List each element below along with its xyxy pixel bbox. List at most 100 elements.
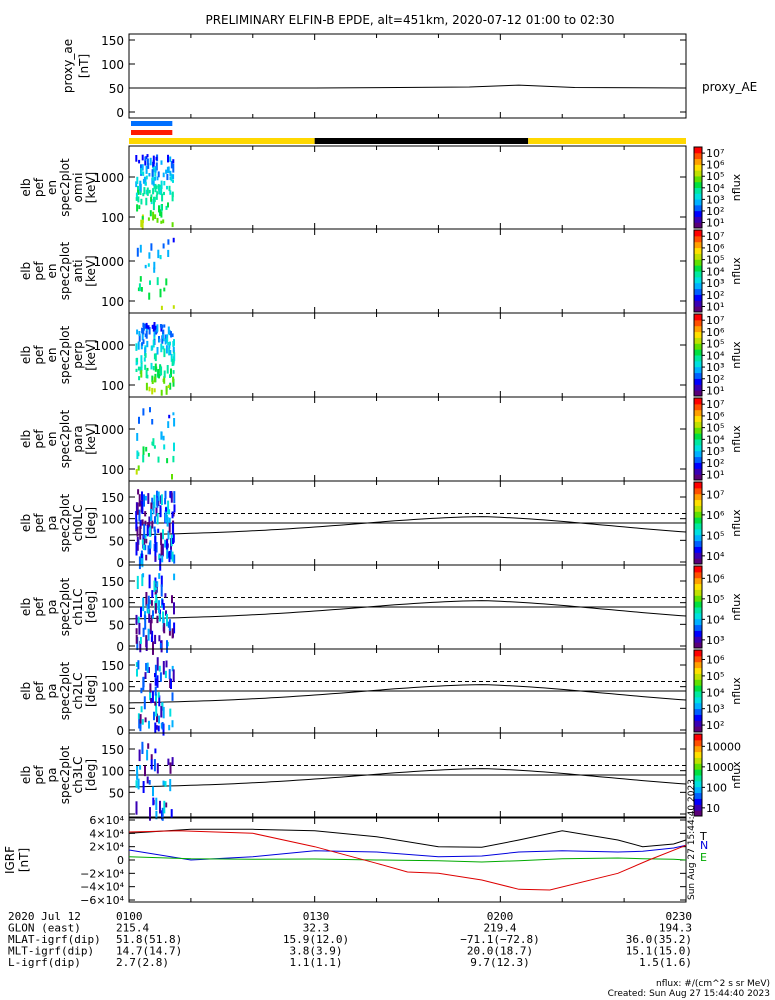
spec-pixel — [156, 324, 159, 332]
colorbar-tick-label: 10⁴ — [706, 550, 725, 563]
spec-ylabel: elb — [19, 262, 33, 280]
spec-pixel — [149, 157, 152, 166]
spec-pixel — [151, 380, 154, 384]
spec-pixel — [159, 505, 162, 518]
spec-pixel — [136, 204, 139, 212]
colorbar-tick-label: 10⁴ — [706, 349, 725, 362]
spec-pixel — [152, 188, 155, 195]
spec-pixel — [144, 159, 147, 166]
spec-pixel — [153, 759, 156, 772]
spec-pixel — [172, 346, 175, 352]
colorbar-band — [694, 384, 702, 391]
spec-pixel — [162, 529, 164, 540]
spec-pixel — [164, 593, 167, 598]
colorbar-band — [694, 595, 702, 602]
spec-pixel — [170, 353, 173, 362]
spec-pixel — [172, 159, 175, 164]
spec-pixel — [147, 595, 150, 609]
proxy-ae-yticks: 0 50 100 150 — [101, 34, 687, 120]
spec-pixel — [171, 595, 173, 604]
colorbar-tick-label: 10⁶ — [706, 410, 725, 423]
spec-pixel — [161, 555, 164, 563]
colorbar-tick-label: 10¹ — [706, 300, 724, 313]
spec-pixel — [144, 495, 147, 501]
spec-pixel — [169, 350, 172, 356]
spec-pixel — [143, 494, 145, 507]
spec-pixel — [147, 493, 150, 504]
xtable-cell: 2.7(2.8) — [116, 956, 169, 969]
colorbar-band — [694, 439, 702, 446]
spec-pixel — [142, 627, 145, 637]
spec-pixel — [172, 538, 174, 544]
spec-pixel — [150, 502, 153, 511]
colorbar-band — [694, 769, 702, 776]
spec-pixel — [155, 797, 158, 811]
colorbar-band — [694, 577, 702, 585]
spec-pixel — [153, 445, 156, 449]
spec-pixel — [141, 501, 144, 514]
spec-ylabel: [deg] — [84, 507, 98, 539]
spec-pixel — [140, 607, 142, 618]
spec-pixel — [142, 324, 145, 331]
spec-pixel — [167, 421, 170, 428]
spec-pixel — [168, 347, 171, 356]
colorbar-band — [694, 650, 702, 657]
spec-pixel — [167, 384, 170, 388]
spec-pixel — [151, 375, 154, 383]
spec-pixel — [148, 780, 151, 785]
xtable-cell: 20.0(18.7) — [467, 945, 533, 958]
loss-cone-curve — [128, 600, 687, 620]
spec-pixel — [158, 635, 161, 642]
spec-pixel — [146, 749, 149, 761]
spec-pixel — [155, 707, 158, 717]
spec-pixel — [160, 220, 163, 224]
spec-pixel — [153, 261, 156, 269]
spec-pixel — [149, 619, 152, 633]
spec-pixel — [163, 324, 166, 328]
spec-pixel — [158, 205, 160, 213]
spec-pixel — [150, 243, 153, 251]
spec-pixel — [162, 172, 165, 178]
spec-pixel — [154, 664, 157, 679]
spec-pixel — [139, 637, 142, 644]
spec-pixel — [152, 160, 155, 167]
colorbar-tick-label: 10³ — [706, 361, 724, 374]
spec-pixel — [160, 494, 163, 505]
spec-pixel — [138, 509, 141, 522]
colorbar: 10² 10³ 10⁴ 10⁵ 10⁶ nflux — [693, 649, 743, 733]
spec-ylabel: elb — [19, 514, 33, 532]
spec-pixel — [145, 197, 148, 206]
spec-pixel — [146, 187, 149, 196]
colorbar-band — [694, 456, 702, 463]
colorbar-band — [694, 589, 702, 596]
spec-pixel — [160, 706, 163, 718]
spec-pixel — [171, 333, 174, 337]
spec-pixel — [152, 641, 154, 655]
colorbar-band — [694, 667, 702, 674]
colorbar-tick-label: 100 — [706, 781, 727, 794]
spec-pixel — [159, 288, 162, 298]
colorbar-band — [694, 780, 702, 788]
spec-pixel — [170, 534, 173, 547]
spec-pixel — [141, 221, 144, 230]
spec-pixel — [170, 333, 173, 338]
spec-pixel — [135, 511, 138, 523]
colorbar: 10⁴ 10⁵ 10⁶ 10⁷ nflux — [693, 481, 743, 565]
spec-pixel — [160, 431, 163, 439]
spec-pixel — [145, 165, 148, 174]
spec-pixel — [169, 382, 172, 390]
spec-pixel — [172, 378, 175, 387]
colorbar-band — [694, 450, 702, 458]
spec-pixel — [163, 348, 166, 358]
colorbar-tick-label: 10⁵ — [706, 670, 724, 683]
spec-pixel — [166, 365, 169, 374]
colorbar-band — [694, 487, 702, 495]
spec-pixel — [169, 374, 171, 378]
spec-pixel — [141, 491, 143, 501]
spec-pixel — [167, 530, 170, 540]
spec-pixel — [162, 617, 165, 627]
colorbar-tick-label: 10¹ — [706, 217, 724, 230]
colorbar-band — [694, 583, 702, 590]
